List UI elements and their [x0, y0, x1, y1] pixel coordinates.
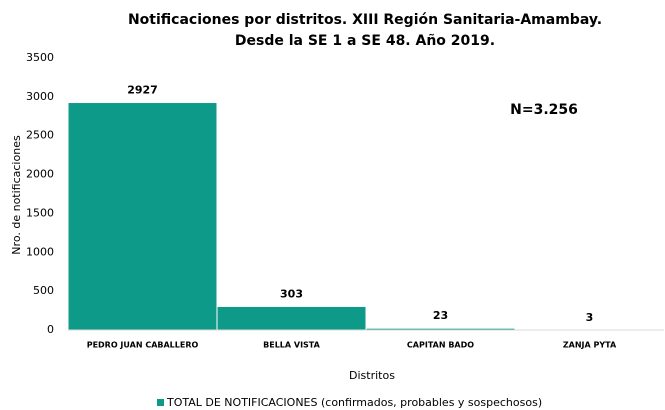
- bar: [216, 305, 367, 331]
- value-label: 3: [586, 311, 594, 324]
- y-axis-label: Nro. de notificaciones: [10, 135, 23, 255]
- value-label: 303: [280, 287, 303, 300]
- legend-label: TOTAL DE NOTIFICACIONES (confirmados, pr…: [166, 396, 542, 409]
- y-tick-label: 3000: [26, 90, 54, 103]
- y-tick-label: 0: [47, 323, 54, 336]
- chart-title: Notificaciones por distritos. XIII Regió…: [128, 12, 602, 28]
- y-tick-label: 2500: [26, 129, 54, 142]
- value-label: 2927: [127, 84, 158, 97]
- y-tick-label: 500: [33, 284, 54, 297]
- x-tick-label: PEDRO JUAN CABALLERO: [87, 341, 199, 350]
- value-label: 23: [433, 309, 448, 322]
- bar: [67, 102, 218, 331]
- annotation: N=3.256: [510, 102, 578, 118]
- x-tick-label: ZANJA PYTA: [563, 341, 617, 350]
- legend-swatch: [157, 399, 164, 406]
- x-tick-label: BELLA VISTA: [263, 341, 321, 350]
- y-tick-label: 1500: [26, 206, 54, 219]
- x-tick-label: CAPITAN BADO: [407, 341, 474, 350]
- y-tick-label: 3500: [26, 51, 54, 64]
- chart-subtitle: Desde la SE 1 a SE 48. Año 2019.: [235, 33, 495, 49]
- x-axis-label: Distritos: [349, 369, 395, 382]
- y-tick-label: 2000: [26, 168, 54, 181]
- y-tick-label: 1000: [26, 245, 54, 258]
